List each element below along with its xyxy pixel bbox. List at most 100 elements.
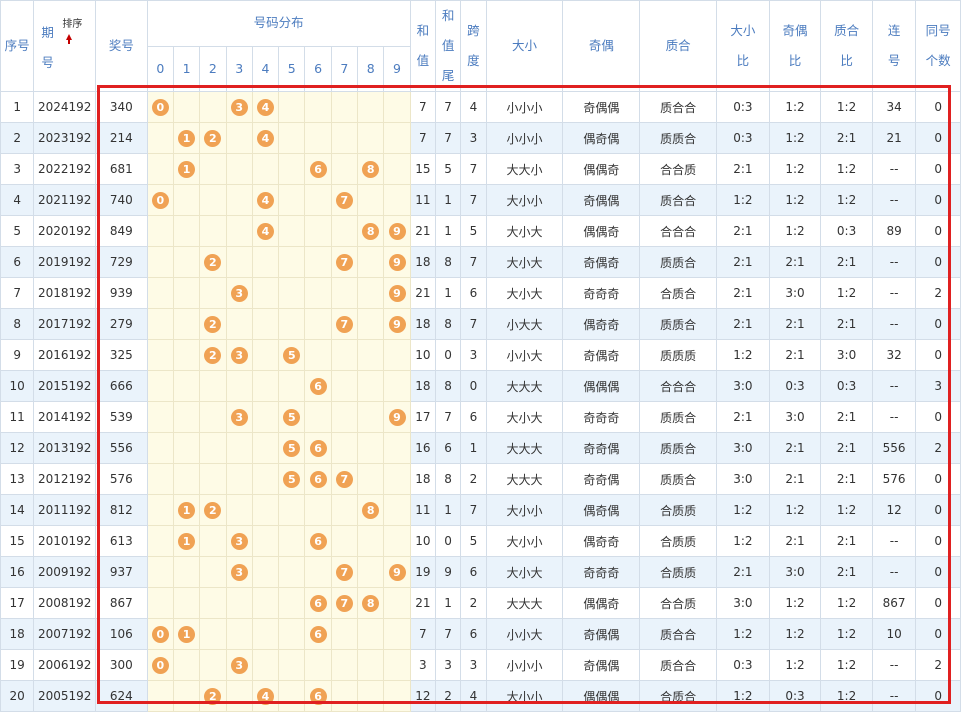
cell-consec: 10	[871, 618, 917, 650]
cell-dist-9	[383, 91, 411, 123]
cell-same: 0	[915, 184, 961, 216]
cell-period: 2023192	[33, 122, 97, 154]
cell-sumtail: 8	[434, 463, 462, 495]
cell-dist-1	[172, 246, 201, 278]
cell-dist-1: 1	[172, 618, 201, 650]
cell-dist-0: 0	[146, 618, 174, 650]
cell-bigsmall: 小大大	[485, 308, 564, 340]
col-header-pc-ratio: 质合比	[820, 0, 873, 92]
col-header-period[interactable]: 期 号 排序	[33, 0, 97, 92]
col-header-span: 跨度	[460, 0, 487, 92]
digit-ball: 7	[335, 315, 353, 333]
cell-oe-ratio: 0:3	[768, 680, 822, 712]
cell-same: 0	[915, 153, 961, 185]
digit-ball: 1	[178, 501, 196, 519]
cell-sumtail: 9	[434, 556, 462, 588]
digit-ball: 6	[309, 687, 327, 705]
cell-bs-ratio: 2:1	[716, 153, 770, 185]
cell-dist-5	[278, 308, 306, 340]
cell-dist-6	[304, 215, 332, 247]
cell-oe-ratio: 1:2	[768, 91, 822, 123]
cell-dist-8: 8	[357, 215, 385, 247]
cell-dist-9	[383, 525, 411, 557]
cell-dist-1	[172, 680, 201, 712]
cell-dist-1	[172, 339, 201, 371]
cell-dist-2: 2	[199, 122, 227, 154]
cell-pc-ratio: 2:1	[820, 463, 873, 495]
cell-pc-ratio: 2:1	[820, 122, 873, 154]
cell-period: 2017192	[33, 308, 97, 340]
cell-consec: --	[871, 525, 917, 557]
cell-dist-8	[357, 649, 385, 681]
cell-oddeven: 奇奇奇	[562, 401, 641, 433]
cell-sumtail: 6	[434, 432, 462, 464]
cell-dist-7: 7	[330, 246, 359, 278]
cell-dist-6	[304, 494, 332, 526]
cell-period: 2016192	[33, 339, 97, 371]
cell-serial: 11	[0, 401, 35, 433]
cell-oddeven: 奇偶偶	[562, 91, 641, 123]
cell-span: 7	[460, 184, 487, 216]
cell-primecomp: 质质合	[639, 463, 718, 495]
cell-bigsmall: 大小大	[485, 246, 564, 278]
digit-ball: 5	[283, 470, 301, 488]
digit-ball: 6	[309, 532, 327, 550]
cell-same: 0	[915, 463, 961, 495]
cell-primecomp: 质质合	[639, 432, 718, 464]
cell-dist-6	[304, 184, 332, 216]
cell-sumtail: 1	[434, 215, 462, 247]
cell-consec: 12	[871, 494, 917, 526]
cell-serial: 7	[0, 277, 35, 309]
digit-ball: 4	[256, 222, 274, 240]
cell-dist-4	[251, 401, 280, 433]
cell-period: 2014192	[33, 401, 97, 433]
cell-number: 740	[95, 184, 148, 216]
cell-span: 5	[460, 215, 487, 247]
cell-oe-ratio: 2:1	[768, 525, 822, 557]
cell-number: 539	[95, 401, 148, 433]
cell-dist-2	[199, 432, 227, 464]
cell-number: 812	[95, 494, 148, 526]
cell-oe-ratio: 1:2	[768, 122, 822, 154]
cell-bs-ratio: 0:3	[716, 649, 770, 681]
cell-pc-ratio: 1:2	[820, 184, 873, 216]
cell-sumtail: 7	[434, 91, 462, 123]
cell-dist-5	[278, 122, 306, 154]
cell-sum: 7	[409, 122, 436, 154]
digit-ball: 0	[151, 191, 169, 209]
digit-ball: 8	[362, 222, 380, 240]
digit-ball: 6	[309, 594, 327, 612]
cell-dist-2	[199, 370, 227, 402]
cell-number: 849	[95, 215, 148, 247]
cell-sum: 10	[409, 525, 436, 557]
cell-dist-7	[330, 91, 359, 123]
cell-sum: 16	[409, 432, 436, 464]
cell-dist-8	[357, 401, 385, 433]
cell-oddeven: 奇奇偶	[562, 432, 641, 464]
cell-dist-5	[278, 618, 306, 650]
cell-pc-ratio: 3:0	[820, 339, 873, 371]
table-row: 5 2020192 849 4 8 9 21 1 5 大小大 偶偶奇 合合合 2:1 1:2 0:3 89 0	[0, 215, 961, 247]
cell-dist-3	[225, 494, 253, 526]
cell-bs-ratio: 1:2	[716, 618, 770, 650]
cell-dist-8	[357, 432, 385, 464]
cell-period: 2019192	[33, 246, 97, 278]
col-header-same: 同号 个数	[915, 0, 961, 92]
digit-ball: 7	[335, 563, 353, 581]
table-row: 14 2011192 812 1 2 8 11 1 7 大小小 偶奇偶 合质质 1:2 1:2 1:2 12 0	[0, 494, 961, 526]
cell-pc-ratio: 2:1	[820, 246, 873, 278]
cell-consec: 89	[871, 215, 917, 247]
sort-label[interactable]: 排序	[62, 18, 83, 30]
cell-period: 2011192	[33, 494, 97, 526]
cell-dist-9	[383, 649, 411, 681]
digit-ball: 3	[230, 98, 248, 116]
cell-number: 937	[95, 556, 148, 588]
cell-span: 7	[460, 494, 487, 526]
cell-dist-0	[146, 525, 174, 557]
cell-oddeven: 奇偶奇	[562, 246, 641, 278]
digit-ball: 4	[256, 191, 274, 209]
cell-span: 3	[460, 122, 487, 154]
cell-number: 729	[95, 246, 148, 278]
cell-dist-8	[357, 525, 385, 557]
cell-same: 0	[915, 122, 961, 154]
